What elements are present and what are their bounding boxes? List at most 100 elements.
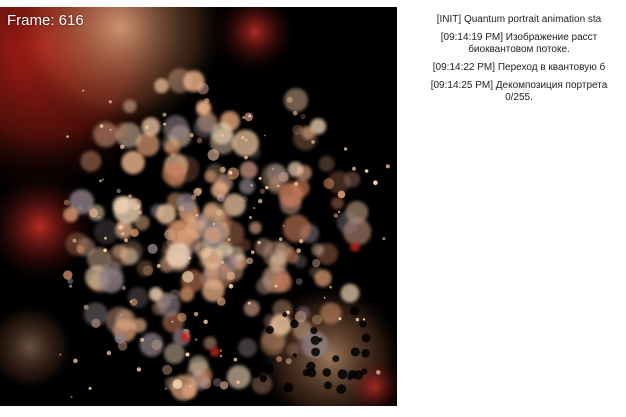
speck [212,222,216,226]
particle [270,314,292,336]
particle [231,129,259,157]
particle [336,211,359,234]
particle [137,260,154,277]
particle [127,287,149,309]
particle [269,254,287,273]
particle [217,297,226,306]
speck [257,240,262,245]
speck [352,166,356,171]
speck [299,239,304,244]
particle [164,343,185,364]
background-glows [0,7,397,406]
speck [72,238,77,243]
dark-dot [282,312,288,318]
particle [117,205,127,214]
particle [238,338,257,358]
speck [108,100,112,104]
speck [195,213,199,217]
speck [221,261,225,264]
speck [195,338,198,341]
dark-dot [337,369,348,380]
particle [333,213,339,218]
glow-red-bottom-right [345,357,397,406]
particle [222,194,244,216]
speck [311,140,315,144]
particle [170,374,197,401]
particle [151,339,162,350]
particle [197,101,210,115]
speck [236,380,240,384]
speck [228,284,234,289]
particle [244,112,254,122]
particle [112,244,127,259]
log-entry: [09:14:19 PM] Изображение расст биоквант… [412,32,626,56]
speck [73,358,78,363]
glow-warm-top [10,7,230,137]
dark-dot [311,347,320,357]
speck [292,110,298,116]
particle [193,116,215,138]
particle [226,271,236,280]
particle [156,204,177,225]
particle [130,228,139,237]
dark-dot [283,382,294,393]
dark-dot [292,353,297,358]
speck [248,114,251,118]
speck [185,352,190,357]
particle [157,293,181,317]
particle [312,259,321,268]
particle [115,309,136,331]
speck [376,370,381,375]
speck [118,224,124,230]
particle [220,166,226,173]
particle [311,243,324,256]
speck [137,205,140,208]
speck [343,147,348,151]
particle [113,196,141,224]
speck [247,301,251,305]
particle [76,245,85,253]
particle [165,242,191,268]
speck [233,357,238,362]
particle [139,332,164,357]
particle [63,270,73,280]
particles [59,68,390,401]
speck [162,112,167,117]
particle [205,226,222,244]
log-entry: [09:14:25 PM] Декомпозиция портрета 0/25… [412,80,626,104]
particle [203,336,217,350]
dark-dot [324,381,332,390]
particle [320,302,342,324]
log-line-continued: биоквантовом потоке. [468,44,570,55]
glow-warm-bottom-left [0,302,75,392]
speck [296,248,302,253]
speck [69,284,73,288]
particle [77,205,83,211]
red-particle [180,332,190,342]
particle [259,188,266,194]
speck [103,248,107,253]
speck [66,135,69,138]
speck [164,387,167,390]
particle [177,312,187,322]
speck [282,224,285,227]
particle [176,193,196,213]
frame-counter: Frame: 616 [7,12,84,29]
speck [189,133,194,138]
particle [227,167,240,180]
dark-dot [359,320,367,328]
particle [182,271,194,283]
particle [132,318,147,333]
speck [106,350,112,356]
particle [135,132,160,157]
particle [116,188,121,194]
particle [340,283,360,303]
speck [88,386,92,390]
particle [162,364,173,375]
particle [239,178,256,195]
speck [244,138,248,142]
speck [163,122,167,126]
dark-dot [259,374,268,383]
particle [83,302,108,327]
particle [243,300,260,317]
